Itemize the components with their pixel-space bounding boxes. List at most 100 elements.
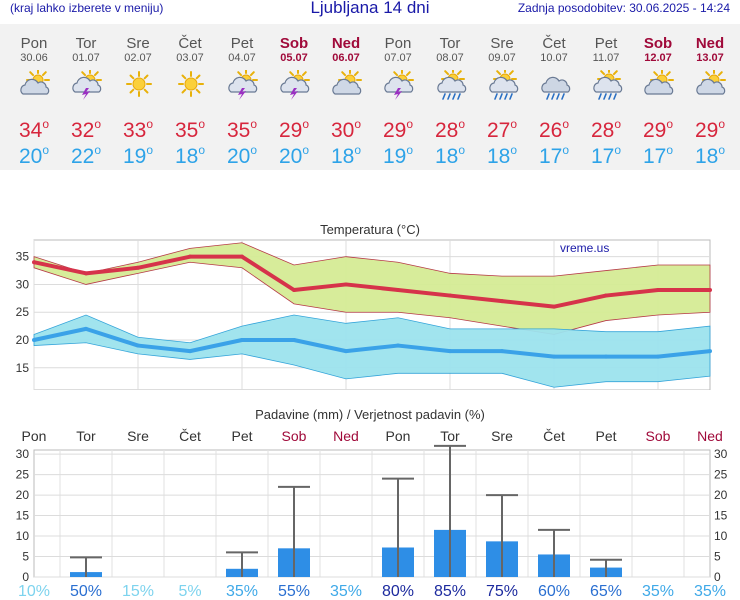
- min-temperature-point: [136, 343, 140, 348]
- min-temperature-point: [604, 354, 608, 359]
- day-date: 04.07: [228, 52, 256, 64]
- cloud-shape: [384, 76, 414, 93]
- day-column: Ned 06.07 30o 18o: [320, 24, 372, 168]
- sun-ray: [249, 71, 255, 77]
- day-column: Tor 01.07 32o 22o: [60, 24, 112, 168]
- y-tick-label: 25: [16, 468, 30, 482]
- day-axis-label: Ned: [697, 428, 723, 444]
- rain-drop: [499, 93, 503, 100]
- day-axis-label: Čet: [543, 428, 565, 444]
- partly-cloudy-sun-icon: [332, 70, 362, 95]
- sun-ray: [653, 71, 659, 77]
- day-name: Pon: [384, 35, 412, 52]
- sun-thunderstorm-icon: [228, 70, 258, 100]
- max-temperature-point: [344, 282, 348, 287]
- daily-forecast-strip: Pon 30.06 34o 20o Tor 01.07 32o 22o Sre 02.07 33…: [0, 24, 740, 170]
- weather-icon: [8, 65, 60, 105]
- min-temperature-point: [708, 349, 712, 354]
- max-temp: 26o: [538, 117, 570, 142]
- weather-icon: [268, 65, 320, 105]
- day-date: 01.07: [72, 52, 100, 64]
- max-temp: 35o: [174, 117, 206, 142]
- day-name: Sob: [643, 35, 673, 52]
- rain-drop: [551, 93, 555, 100]
- weather-icon: [476, 65, 528, 105]
- day-axis-label: Sob: [646, 428, 671, 444]
- sun-ray: [393, 71, 399, 77]
- min-temp: 18o: [330, 143, 362, 168]
- max-temperature-point: [240, 254, 244, 259]
- y-tick-label: 5: [22, 550, 29, 564]
- sun-ray: [301, 71, 307, 77]
- cloud-shape: [20, 78, 50, 95]
- probability-label: 15%: [122, 583, 154, 600]
- rain-drop: [504, 93, 508, 100]
- max-temperature-point: [136, 265, 140, 270]
- sunny-icon: [178, 71, 204, 97]
- max-temperature-point: [84, 271, 88, 276]
- day-date: 30.06: [20, 52, 48, 64]
- max-temperature-point: [396, 288, 400, 292]
- day-date: 12.07: [644, 52, 672, 64]
- temperature-chart: Temperatura (°C) 15 20 25 30 35 vreme.us: [16, 222, 712, 390]
- cloud-shape: [280, 76, 310, 93]
- day-name: Čet: [542, 35, 566, 52]
- probability-label: 65%: [590, 583, 622, 600]
- sun-ray: [289, 71, 295, 77]
- lightning-bolt: [290, 88, 298, 100]
- lightning-bolt: [82, 88, 90, 100]
- min-temp: 17o: [538, 143, 570, 168]
- sun-ray: [143, 88, 149, 94]
- partly-cloudy-sun-icon: [20, 70, 50, 95]
- probability-label: 80%: [382, 583, 414, 600]
- rain-drop: [447, 93, 451, 100]
- y-tick-label: 10: [16, 529, 30, 543]
- sun-ray: [29, 71, 35, 77]
- max-temp: 35o: [226, 117, 258, 142]
- max-temperature-point: [500, 299, 504, 304]
- lightning-bolt: [394, 88, 402, 100]
- rain-drop: [613, 93, 617, 100]
- day-column: Sre 09.07 27o 18o: [476, 24, 528, 168]
- day-column: Pet 11.07 28o 17o: [580, 24, 632, 168]
- max-temperature-point: [552, 304, 556, 309]
- day-date: 05.07: [280, 52, 308, 64]
- sun-ray: [129, 74, 135, 80]
- min-temperature-band: [33, 314, 711, 388]
- day-name: Čet: [178, 35, 202, 52]
- min-temp: 20o: [18, 143, 50, 168]
- day-name: Pet: [594, 35, 618, 52]
- weather-icon: [216, 65, 268, 105]
- min-temperature-point: [84, 326, 88, 331]
- day-axis-label: Pon: [22, 428, 47, 444]
- day-date: 07.07: [384, 52, 412, 64]
- max-temp: 28o: [434, 117, 466, 142]
- day-column: Sob 05.07 29o 20o: [268, 24, 320, 168]
- sun-ray: [717, 71, 723, 77]
- max-temp: 29o: [382, 117, 414, 142]
- probability-label: 55%: [278, 583, 310, 600]
- cloud-shape: [644, 78, 674, 95]
- day-column: Čet 10.07 26o 17o: [528, 24, 580, 168]
- day-column: Sob 12.07 29o 17o: [632, 24, 684, 168]
- sun-ray: [237, 71, 243, 77]
- rain-drop: [598, 93, 602, 100]
- y-tick-label-right: 30: [714, 447, 728, 461]
- min-temperature-line: [33, 326, 711, 359]
- y-tick-label: 0: [22, 570, 29, 584]
- min-temp: 20o: [278, 143, 310, 168]
- cloud-rain-icon: [541, 76, 571, 100]
- probability-label: 35%: [694, 583, 726, 600]
- sun-ray: [143, 74, 149, 80]
- y-tick-label: 20: [16, 488, 30, 502]
- weather-icon: [632, 65, 684, 105]
- y-tick-label: 15: [16, 361, 30, 375]
- sun-ray: [456, 70, 462, 76]
- max-temp: 32o: [70, 117, 102, 142]
- partly-cloudy-sun-icon: [644, 70, 674, 95]
- day-date: 11.07: [592, 52, 620, 64]
- y-tick-label: 20: [16, 333, 30, 347]
- max-temp: 29o: [642, 117, 674, 142]
- location-menu-hint[interactable]: (kraj lahko izberete v meniju): [10, 1, 164, 15]
- lightning-bolt: [238, 88, 246, 100]
